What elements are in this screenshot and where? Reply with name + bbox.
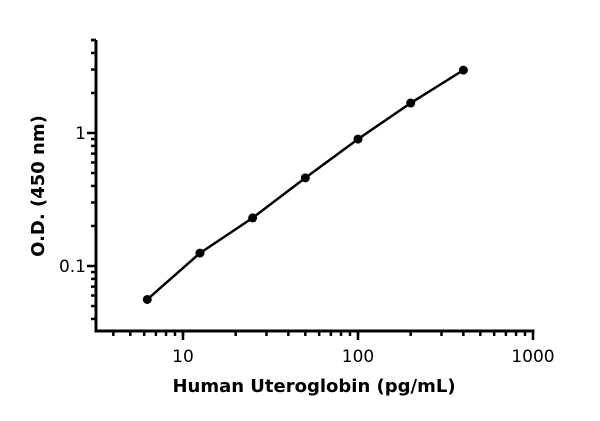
data-point [458,65,468,75]
x-tick-label-1000: 1000 [511,347,554,367]
data-point [248,213,258,223]
data-point [195,248,205,258]
data-point [142,294,152,304]
x-tick-label-100: 100 [342,347,374,367]
x-axis-title: Human Uteroglobin (pg/mL) [172,376,455,397]
x-axis [94,329,535,340]
y-tick-label-0.1: 0.1 [59,257,86,277]
data-point [300,173,310,183]
data-series-line [146,69,465,301]
y-axis-title: O.D. (450 nm) [28,115,49,257]
data-points [142,65,468,304]
y-tick-label-1: 1 [75,124,86,144]
data-point [406,98,416,108]
data-point [353,134,363,144]
x-tick-label-10: 10 [172,347,194,367]
y-axis [87,38,98,333]
